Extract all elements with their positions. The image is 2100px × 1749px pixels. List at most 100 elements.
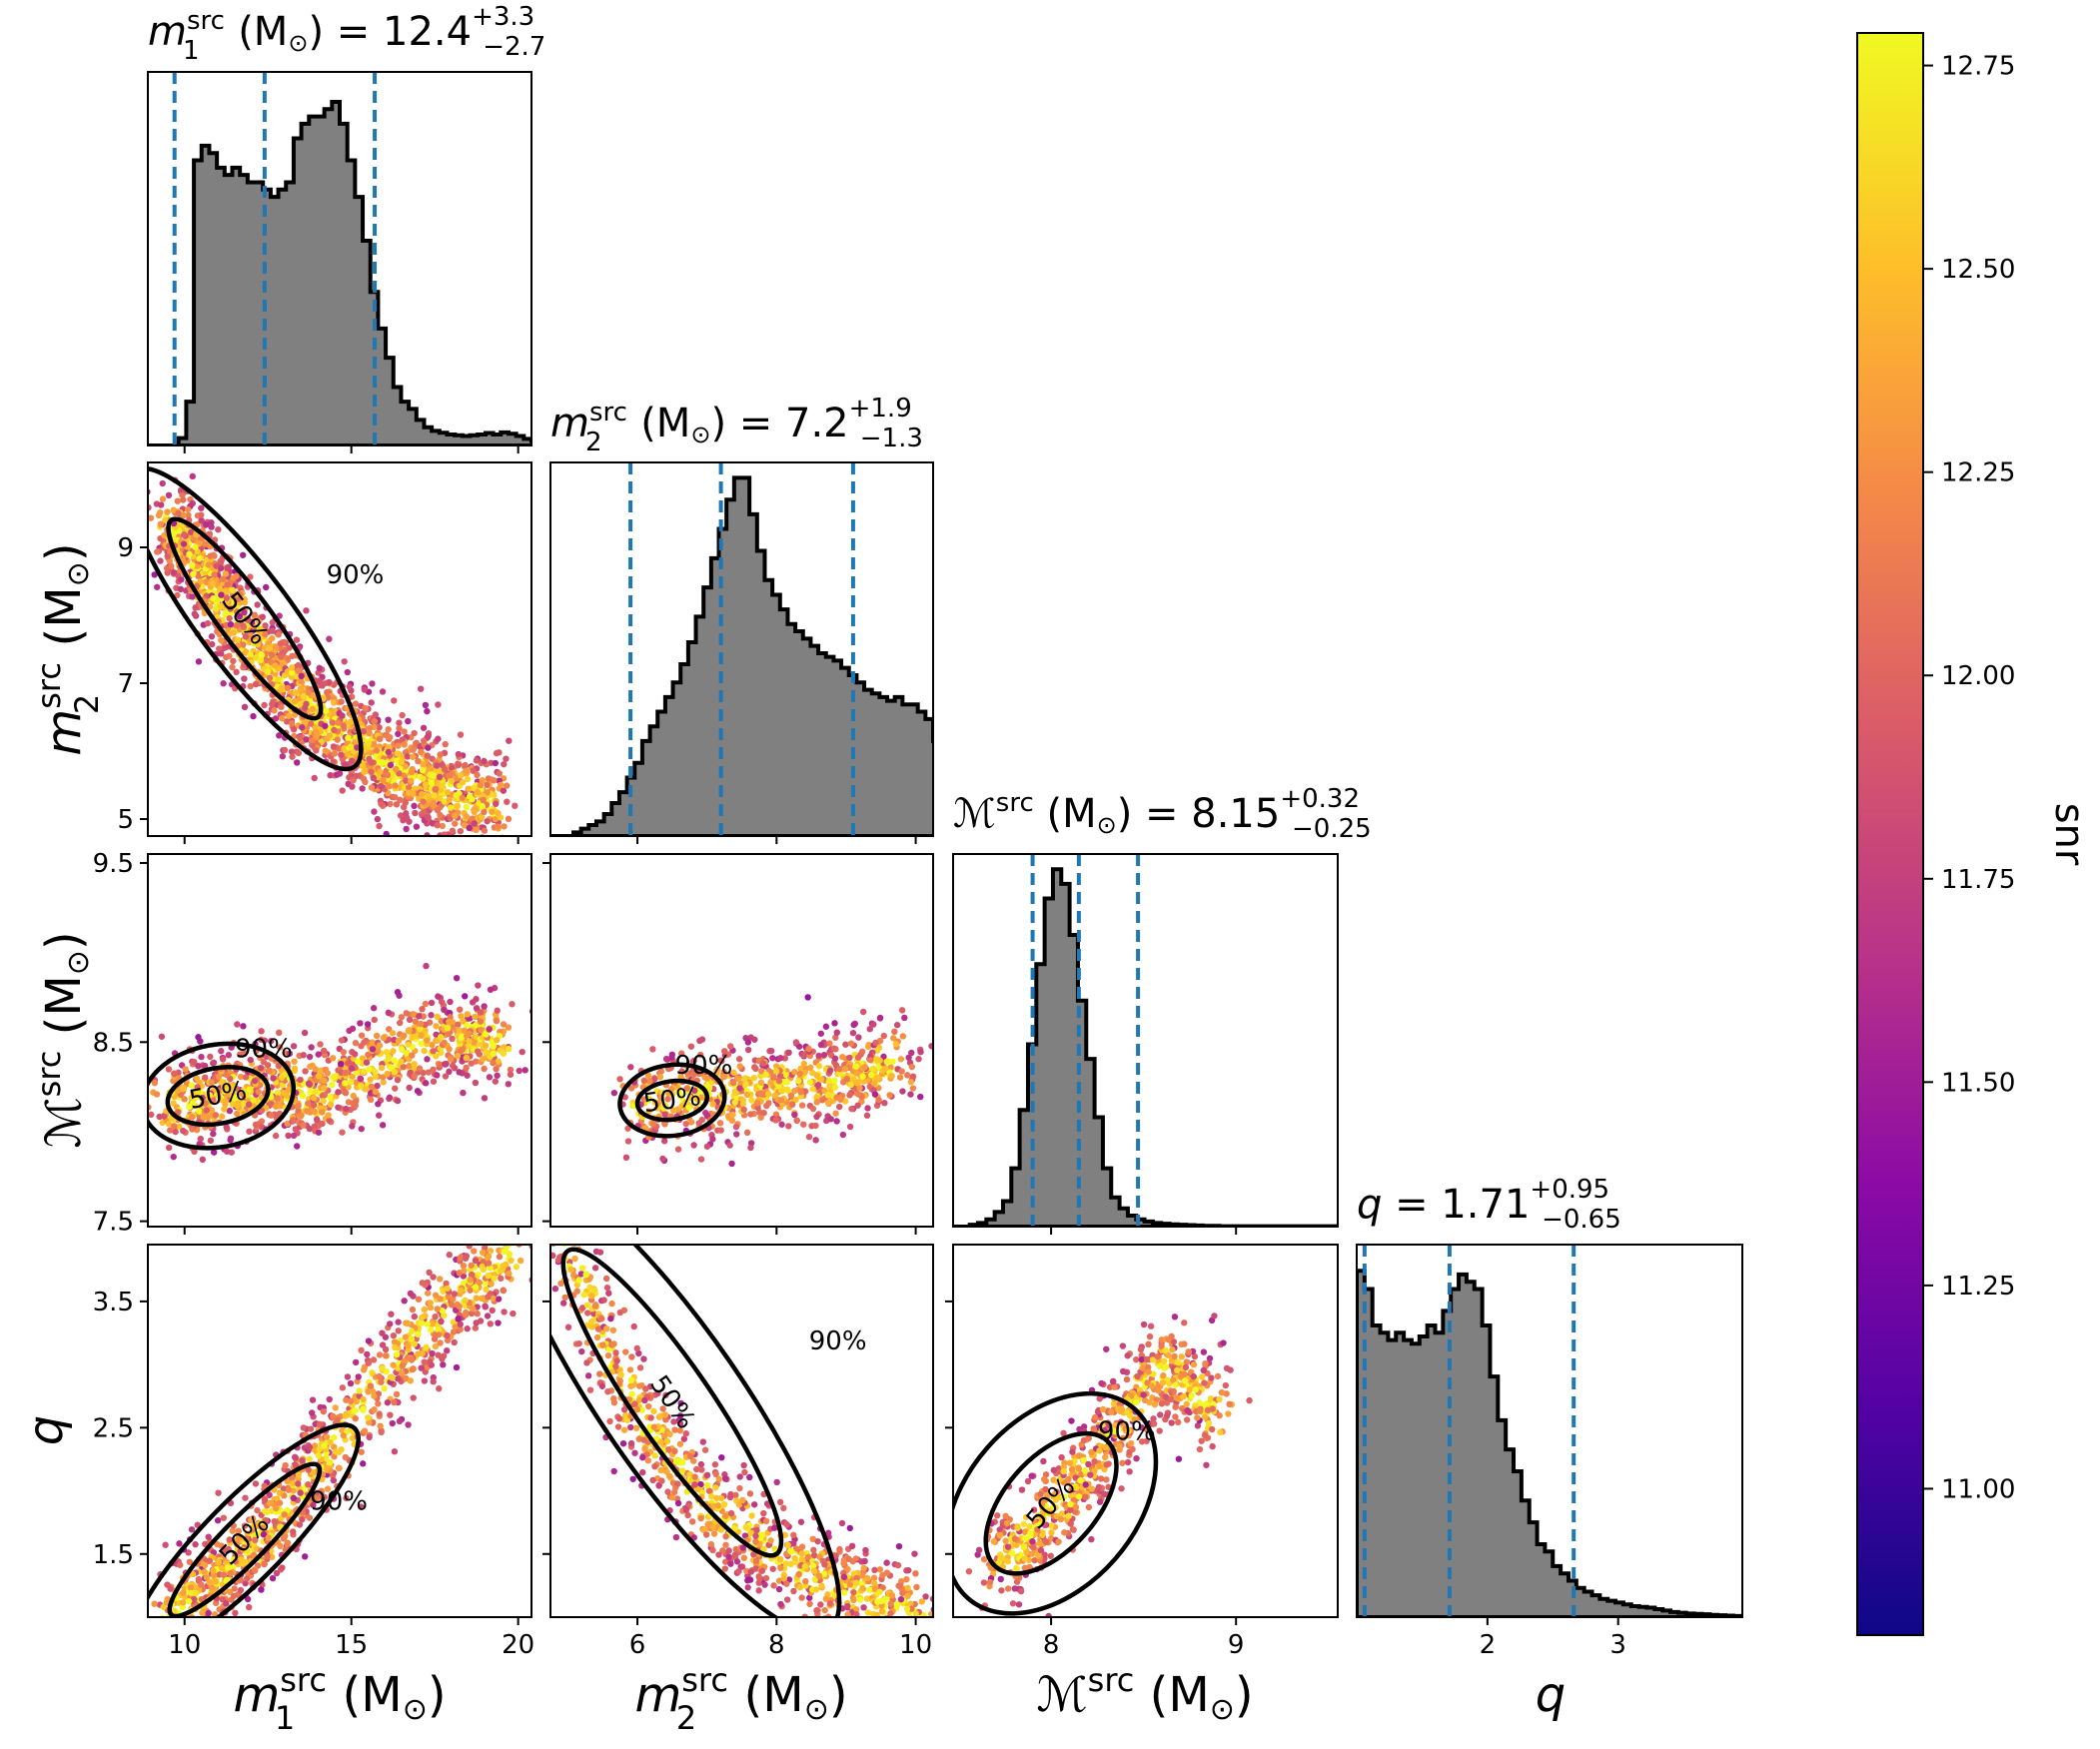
sample-point	[657, 1068, 665, 1075]
sample-point	[199, 1666, 205, 1672]
sample-point	[343, 1105, 350, 1113]
sample-point	[459, 779, 467, 786]
sample-point	[831, 1020, 838, 1027]
sample-point	[471, 1248, 478, 1255]
sample-point	[284, 1120, 291, 1128]
sample-point	[188, 1526, 196, 1533]
sample-point	[365, 1337, 373, 1344]
sample-point	[394, 750, 402, 757]
sample-point	[198, 504, 205, 511]
sample-point	[495, 823, 502, 830]
sample-point	[481, 827, 489, 834]
sample-point	[321, 1442, 328, 1449]
sample-point	[311, 1123, 318, 1130]
sample-point	[349, 1434, 357, 1441]
sample-point	[223, 1071, 230, 1079]
sample-point	[340, 1432, 347, 1439]
sample-point	[391, 1057, 398, 1064]
sample-point	[654, 1100, 661, 1107]
sample-point	[469, 796, 476, 803]
sample-point	[410, 746, 417, 753]
sample-point	[289, 753, 296, 760]
sample-point	[371, 717, 379, 725]
sample-point	[442, 1073, 450, 1080]
sample-point	[241, 703, 249, 711]
sample-point	[157, 501, 165, 508]
sample-point	[197, 1135, 204, 1143]
sample-point	[404, 1049, 411, 1056]
sample-point	[425, 744, 432, 751]
sample-point	[381, 1384, 388, 1392]
sample-point	[421, 1358, 428, 1365]
sample-point	[339, 1129, 346, 1136]
sample-point	[767, 1047, 775, 1055]
sample-point	[380, 1074, 387, 1081]
sample-point	[330, 1476, 338, 1484]
sample-point	[697, 1156, 705, 1163]
sample-point	[450, 1296, 457, 1303]
sample-point	[299, 724, 306, 731]
sample-point	[733, 1131, 740, 1138]
sample-point	[177, 1622, 183, 1628]
sample-point	[320, 1407, 327, 1415]
sample-point	[732, 1123, 740, 1131]
sample-point	[224, 1576, 231, 1583]
sample-point	[460, 1280, 468, 1287]
sample-point	[369, 1369, 376, 1376]
sample-point	[195, 1034, 202, 1041]
sample-point	[415, 1330, 422, 1337]
sample-point	[728, 1160, 735, 1168]
sample-point	[871, 1091, 879, 1098]
sample-point	[297, 1076, 304, 1084]
sample-point	[369, 1046, 377, 1053]
sample-point	[757, 1079, 765, 1087]
sample-point	[232, 1558, 240, 1565]
sample-point	[416, 1013, 423, 1020]
sample-point	[288, 719, 296, 727]
sample-point	[772, 1117, 779, 1124]
sample-point	[410, 1365, 417, 1372]
sample-point	[358, 1125, 365, 1133]
sample-point	[279, 753, 287, 760]
sample-point	[294, 1143, 301, 1150]
sample-point	[474, 1228, 480, 1234]
sample-point	[166, 1127, 174, 1134]
sample-point	[258, 1586, 265, 1593]
sample-point	[378, 1428, 385, 1436]
sample-point	[358, 1503, 365, 1510]
sample-point	[238, 1090, 245, 1097]
sample-point	[855, 1034, 862, 1041]
sample-point	[315, 1129, 323, 1136]
sample-point	[421, 1377, 429, 1384]
sample-point	[518, 1216, 524, 1222]
sample-point	[471, 1039, 478, 1046]
histogram-m2	[550, 475, 933, 836]
sample-point	[693, 1095, 700, 1103]
sample-point	[796, 1070, 803, 1078]
sample-point	[500, 1287, 508, 1295]
sample-point	[353, 1069, 361, 1077]
sample-point	[199, 1609, 206, 1617]
sample-point	[411, 1312, 419, 1320]
sample-point	[747, 1111, 754, 1118]
sample-point	[661, 1111, 668, 1118]
sample-point	[448, 764, 456, 771]
sample-point	[363, 1059, 371, 1066]
hist-axes-mc	[952, 853, 1339, 1228]
sample-point	[408, 768, 416, 776]
sample-point	[305, 1100, 312, 1107]
sample-point	[791, 1087, 798, 1095]
sample-point	[787, 1092, 795, 1099]
sample-point	[371, 808, 378, 815]
sample-point	[189, 1570, 197, 1578]
sample-point	[797, 1089, 804, 1096]
sample-point	[229, 1101, 237, 1108]
sample-point	[252, 1480, 260, 1487]
sample-point	[290, 1132, 298, 1140]
sample-point	[460, 1089, 467, 1097]
sample-point	[833, 1118, 840, 1125]
sample-point	[795, 1078, 802, 1085]
sample-point	[177, 585, 185, 593]
sample-point	[804, 994, 811, 1001]
